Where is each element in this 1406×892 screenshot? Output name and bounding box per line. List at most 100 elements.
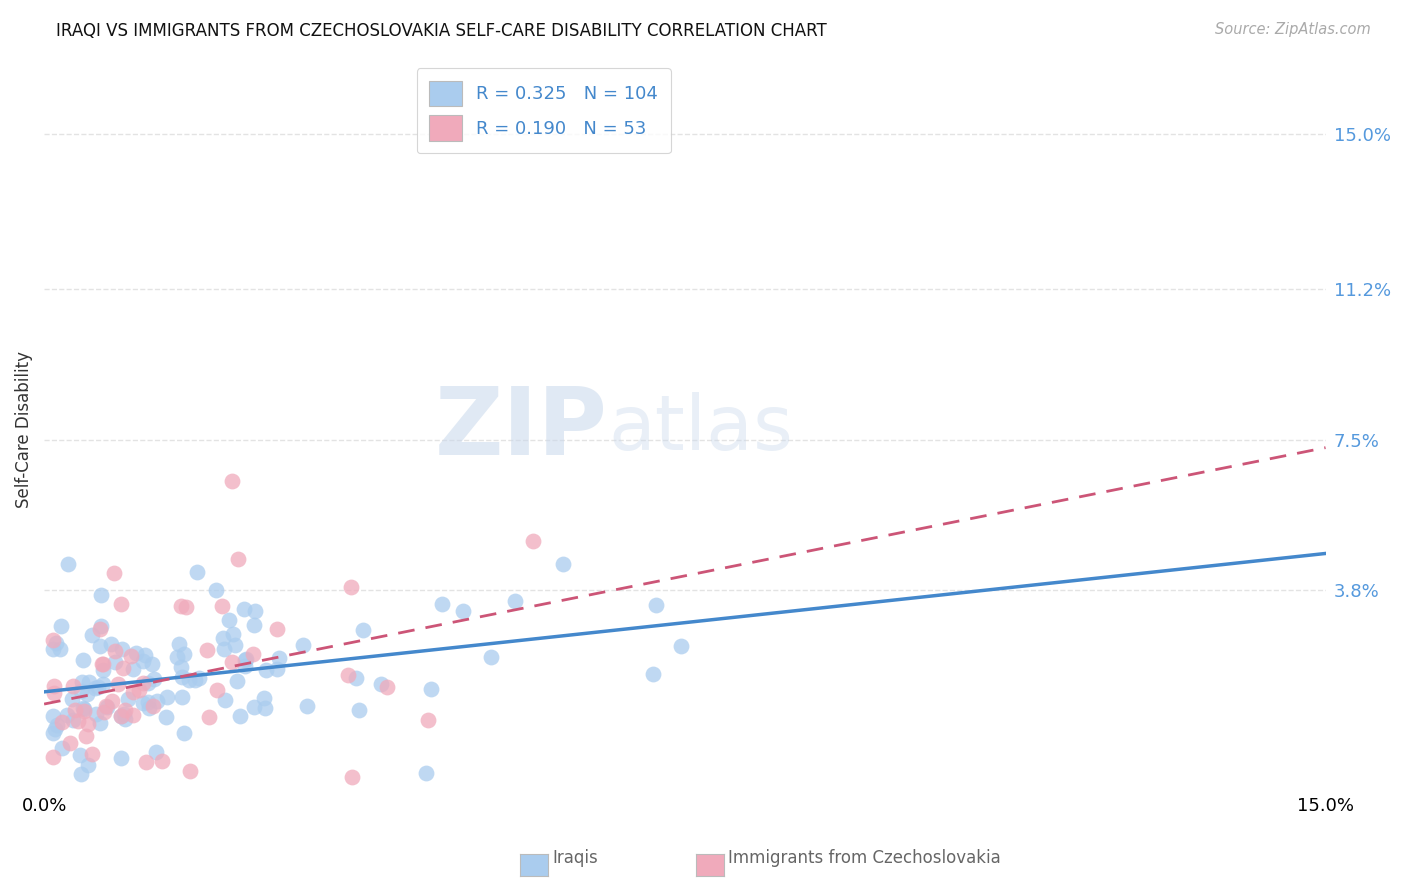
Point — [503, 594, 526, 608]
Point — [243, 604, 266, 618]
Point — [266, 662, 288, 676]
Point — [59, 736, 82, 750]
Point — [76, 687, 98, 701]
Point — [82, 747, 104, 761]
Point — [41, 708, 63, 723]
Point — [295, 699, 318, 714]
Point — [100, 636, 122, 650]
Point — [69, 767, 91, 781]
Point — [72, 700, 94, 714]
Point — [204, 582, 226, 597]
Point — [167, 637, 190, 651]
Point — [77, 675, 100, 690]
Point — [91, 664, 114, 678]
Point — [141, 657, 163, 671]
Point — [114, 703, 136, 717]
Point — [104, 644, 127, 658]
Point — [91, 657, 114, 672]
Point — [150, 754, 173, 768]
Point — [671, 640, 693, 654]
Point — [75, 729, 97, 743]
Point — [62, 714, 84, 728]
Point — [221, 474, 243, 488]
Point — [45, 635, 67, 649]
Point — [135, 755, 157, 769]
Point — [122, 707, 145, 722]
Point — [254, 701, 277, 715]
Point — [103, 566, 125, 581]
Point — [212, 631, 235, 645]
Point — [221, 627, 243, 641]
Point — [375, 681, 398, 695]
Point — [340, 770, 363, 784]
Point — [267, 651, 290, 665]
Point — [120, 649, 142, 664]
Point — [254, 663, 277, 677]
Point — [111, 641, 134, 656]
Point — [233, 653, 256, 667]
Point — [226, 551, 249, 566]
Point — [451, 604, 474, 618]
Point — [353, 623, 375, 637]
Point — [132, 654, 155, 668]
Point — [42, 686, 65, 700]
Point — [232, 602, 254, 616]
Point — [90, 619, 112, 633]
Point — [42, 633, 65, 648]
Point — [136, 695, 159, 709]
Point — [418, 713, 440, 727]
Point — [89, 622, 111, 636]
Point — [73, 704, 96, 718]
Point — [138, 675, 160, 690]
Point — [51, 740, 73, 755]
Point — [349, 703, 371, 717]
Point — [101, 693, 124, 707]
Point — [44, 679, 66, 693]
Point — [211, 599, 233, 613]
Point — [156, 690, 179, 704]
Point — [173, 647, 195, 661]
Point — [49, 619, 72, 633]
Point — [155, 709, 177, 723]
Point — [111, 661, 134, 675]
Point — [266, 623, 288, 637]
Point — [76, 758, 98, 772]
Point — [522, 533, 544, 548]
Point — [110, 708, 132, 723]
Point — [415, 766, 437, 780]
Point — [179, 764, 201, 778]
Point — [62, 679, 84, 693]
Point — [188, 671, 211, 685]
Point — [212, 642, 235, 657]
Point — [420, 682, 443, 697]
Point — [110, 708, 132, 723]
Point — [112, 706, 135, 721]
Point — [242, 648, 264, 662]
Point — [73, 702, 96, 716]
Point — [253, 690, 276, 705]
Point — [235, 652, 257, 666]
Point — [86, 706, 108, 721]
Legend: R = 0.325   N = 104, R = 0.190   N = 53: R = 0.325 N = 104, R = 0.190 N = 53 — [416, 68, 671, 153]
Point — [56, 557, 79, 571]
Point — [166, 650, 188, 665]
Point — [134, 648, 156, 663]
Point — [110, 597, 132, 611]
Point — [70, 675, 93, 690]
Point — [70, 684, 93, 698]
Point — [142, 698, 165, 713]
Point — [233, 659, 256, 673]
Point — [42, 726, 65, 740]
Point — [56, 707, 79, 722]
Point — [641, 667, 664, 681]
Text: Immigrants from Czechoslovakia: Immigrants from Czechoslovakia — [728, 848, 1001, 867]
Text: atlas: atlas — [607, 392, 793, 467]
Text: Source: ZipAtlas.com: Source: ZipAtlas.com — [1215, 22, 1371, 37]
Point — [110, 751, 132, 765]
Point — [228, 709, 250, 723]
Point — [340, 580, 363, 594]
Point — [125, 646, 148, 660]
Point — [292, 638, 315, 652]
Point — [51, 714, 73, 729]
Point — [41, 750, 63, 764]
